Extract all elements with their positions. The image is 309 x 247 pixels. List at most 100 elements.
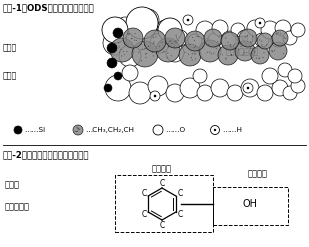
Circle shape [168,46,169,47]
Circle shape [176,37,177,38]
Circle shape [171,43,172,44]
Circle shape [257,85,273,101]
Circle shape [107,43,117,53]
Circle shape [259,58,260,59]
Circle shape [179,44,201,66]
Circle shape [105,75,131,101]
Circle shape [239,29,257,47]
Circle shape [191,57,192,58]
Circle shape [119,46,120,47]
Circle shape [187,19,189,21]
Circle shape [103,31,127,55]
Circle shape [148,76,168,96]
Circle shape [278,63,292,77]
Text: ……H: ……H [222,127,242,133]
Circle shape [204,29,222,47]
Circle shape [256,58,257,59]
Circle shape [144,30,166,52]
Bar [115,175,213,232]
Circle shape [283,31,297,45]
Circle shape [217,41,218,42]
Circle shape [131,38,132,39]
Circle shape [122,65,138,81]
Circle shape [192,60,193,61]
Circle shape [234,44,235,45]
Circle shape [212,20,228,36]
Circle shape [150,91,160,101]
Circle shape [288,69,302,83]
Circle shape [235,41,255,61]
Circle shape [145,57,146,58]
Circle shape [250,48,251,49]
Circle shape [167,53,168,54]
Circle shape [227,42,228,43]
Circle shape [221,32,239,50]
Circle shape [180,78,200,98]
Circle shape [259,58,260,59]
Circle shape [278,32,279,33]
Circle shape [213,53,214,54]
Circle shape [166,84,184,102]
Circle shape [243,52,244,53]
Circle shape [231,23,245,37]
Circle shape [255,33,269,47]
Text: ［図-2）試料の親水性部と疎水性部: ［図-2）試料の親水性部と疎水性部 [3,150,90,159]
Circle shape [194,40,195,41]
Circle shape [194,47,195,48]
Circle shape [167,43,168,44]
Circle shape [209,52,210,53]
Circle shape [73,125,83,135]
Text: 試料例: 試料例 [5,181,20,189]
Circle shape [208,45,209,46]
Circle shape [230,44,231,45]
Text: 溶離液: 溶離液 [235,36,249,44]
Circle shape [274,50,275,51]
Circle shape [221,31,239,49]
Circle shape [121,55,122,56]
Circle shape [141,60,142,61]
Circle shape [247,35,248,36]
Circle shape [247,87,249,89]
Circle shape [119,45,141,67]
Circle shape [261,44,262,45]
Circle shape [174,46,175,47]
Circle shape [285,38,286,39]
Text: OH: OH [243,199,257,209]
Circle shape [275,20,291,36]
Text: ……O: ……O [165,127,185,133]
Circle shape [172,30,188,46]
Circle shape [291,23,305,37]
Circle shape [162,42,163,43]
Circle shape [132,41,158,67]
Circle shape [126,51,127,52]
Circle shape [238,49,239,50]
Circle shape [283,53,284,54]
Circle shape [192,37,193,38]
Circle shape [269,42,287,60]
Circle shape [123,51,124,52]
Text: C: C [178,210,183,219]
Text: フェノール: フェノール [5,203,30,211]
Circle shape [137,9,159,31]
Circle shape [157,20,173,36]
Circle shape [245,36,246,38]
Circle shape [170,40,171,41]
Circle shape [131,38,133,39]
Circle shape [175,41,176,42]
Circle shape [176,35,177,36]
Circle shape [176,42,177,43]
Text: 疎水性部: 疎水性部 [152,164,172,173]
Circle shape [136,40,137,41]
Circle shape [153,43,154,44]
Circle shape [153,37,154,38]
Circle shape [138,52,139,53]
Circle shape [254,51,255,52]
Circle shape [184,52,185,53]
Circle shape [227,85,243,101]
Circle shape [169,41,170,42]
Text: C: C [141,210,146,219]
Bar [213,187,288,225]
Circle shape [198,36,199,37]
Circle shape [272,51,273,52]
Circle shape [195,58,196,59]
